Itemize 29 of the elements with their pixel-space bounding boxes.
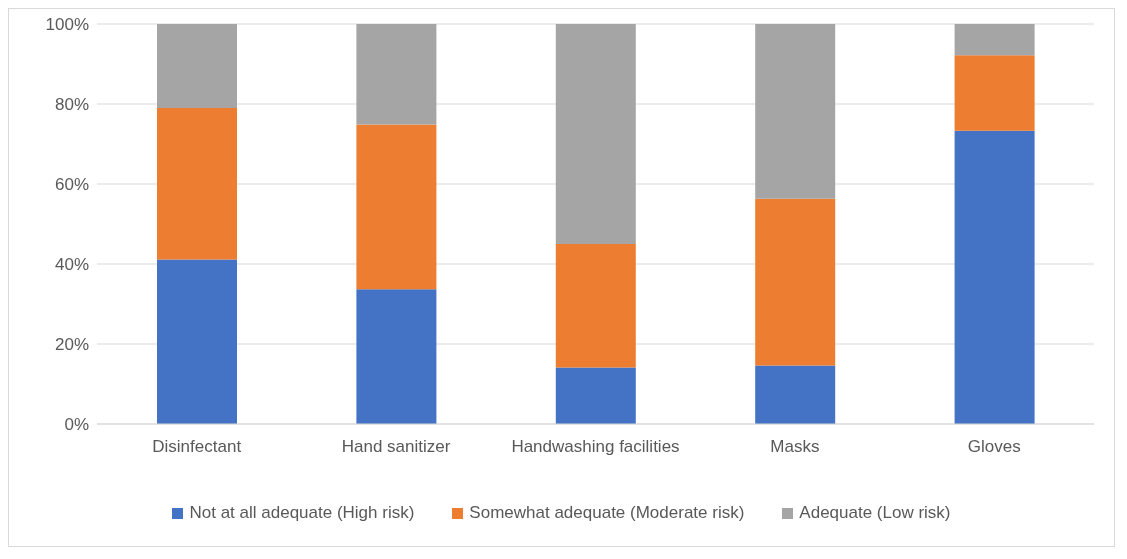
- bar: [555, 244, 636, 368]
- x-tick-label: Handwashing facilities: [511, 437, 680, 457]
- x-tick-label: Hand sanitizer: [341, 437, 451, 457]
- bar: [356, 289, 437, 424]
- bar: [954, 24, 1035, 56]
- bar: [954, 55, 1035, 131]
- bar: [555, 367, 636, 424]
- y-tick-label: 0%: [64, 415, 89, 435]
- bar: [157, 24, 237, 108]
- y-tick-label: 40%: [54, 255, 89, 275]
- bar: [356, 24, 437, 125]
- y-tick-label: 60%: [54, 175, 89, 195]
- bar: [555, 24, 636, 244]
- bar: [157, 259, 237, 424]
- bar: [755, 365, 836, 424]
- bar: [954, 130, 1035, 424]
- legend-label: Adequate (Low risk): [799, 503, 951, 523]
- x-tick-label: Gloves: [967, 437, 1021, 457]
- bar: [755, 24, 836, 199]
- x-tick-label: Disinfectant: [152, 437, 242, 457]
- y-tick-label: 100%: [45, 15, 89, 35]
- x-tick-label: Masks: [770, 437, 820, 457]
- bar: [755, 198, 836, 366]
- legend-label: Not at all adequate (High risk): [189, 503, 415, 523]
- legend-label: Somewhat adequate (Moderate risk): [469, 503, 745, 523]
- y-tick-label: 20%: [54, 335, 89, 355]
- y-tick-label: 80%: [54, 95, 89, 115]
- bar: [356, 124, 437, 290]
- bar: [157, 108, 237, 260]
